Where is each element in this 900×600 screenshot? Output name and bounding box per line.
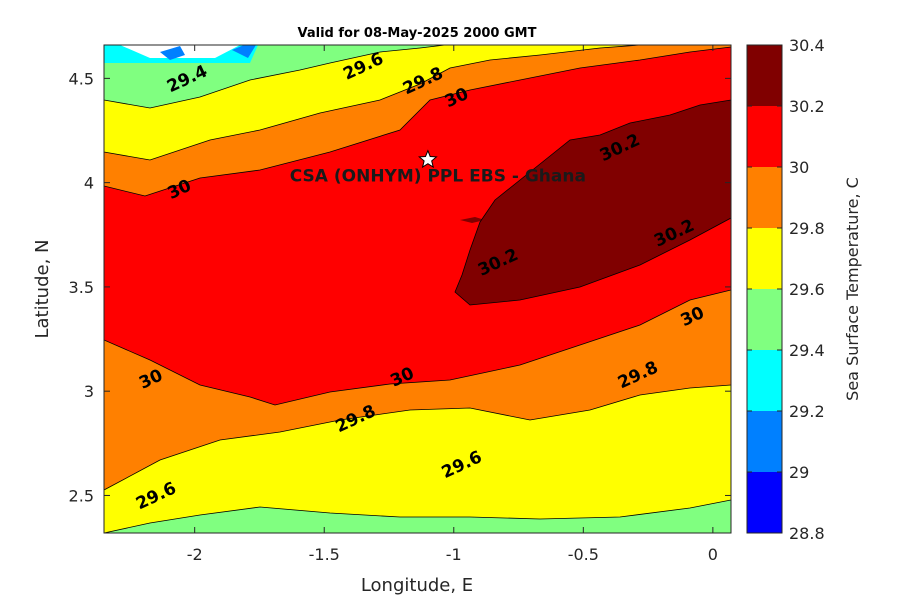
colorbar-tick-label: 28.8	[789, 524, 825, 543]
colorbar-label: Sea Surface Temperature, C	[843, 177, 862, 401]
colorbar-swatch	[747, 45, 782, 106]
colorbar-swatch	[747, 472, 782, 533]
y-tick-label: 2.5	[69, 486, 94, 505]
colorbar-swatch	[747, 228, 782, 289]
colorbar-tick-label: 29.2	[789, 402, 825, 421]
colorbar-swatch	[747, 106, 782, 167]
y-tick-label: 3.5	[69, 278, 94, 297]
band-30.0-30.2	[104, 47, 731, 405]
x-tick-label: -1.5	[309, 545, 340, 564]
x-axis: -2 -1.5 -1 -0.5 0	[187, 45, 718, 564]
y-tick-label: 4	[84, 174, 94, 193]
site-label: CSA (ONHYM) PPL EBS - Ghana	[290, 167, 586, 187]
contour-fill	[104, 45, 731, 533]
y-tick-label: 4.5	[69, 69, 94, 88]
colorbar-swatch	[747, 167, 782, 228]
site-marker-group: CSA (ONHYM) PPL EBS - Ghana	[290, 149, 586, 187]
x-axis-label: Longitude, E	[361, 575, 473, 596]
colorbar-swatch	[747, 350, 782, 411]
x-tick-label: -2	[187, 545, 203, 564]
band-29.0-29.2	[160, 46, 185, 60]
y-tick-label: 3	[84, 382, 94, 401]
y-axis: 2.5 3 3.5 4 4.5	[69, 69, 731, 505]
plot-frame	[103, 44, 732, 534]
x-tick-label: 0	[708, 545, 718, 564]
band-29.0-29.2	[232, 45, 256, 58]
y-axis-label: Latitude, N	[32, 240, 53, 339]
contour-lines	[104, 45, 731, 533]
x-tick-label: -1	[446, 545, 462, 564]
colorbar-swatch	[747, 289, 782, 350]
site-star-icon	[418, 149, 438, 169]
colorbar-tick-label: 30.4	[789, 36, 825, 55]
chart-title: Valid for 08-May-2025 2000 GMT	[298, 26, 537, 41]
colorbar-swatch	[747, 411, 782, 472]
colorbar-tick-label: 30.2	[789, 97, 825, 116]
x-tick-label: -0.5	[568, 545, 599, 564]
colorbar-tick-label: 30	[789, 158, 809, 177]
colorbar-tick-label: 29.6	[789, 280, 825, 299]
colorbar: 28.8 29 29.2 29.4 29.6 29.8 30 30.2 30.4	[746, 36, 825, 543]
band-30.2-30.4-islet	[460, 217, 485, 223]
colorbar-tick-label: 29.4	[789, 341, 825, 360]
colorbar-tick-label: 29.8	[789, 219, 825, 238]
colorbar-tick-label: 29	[789, 463, 809, 482]
